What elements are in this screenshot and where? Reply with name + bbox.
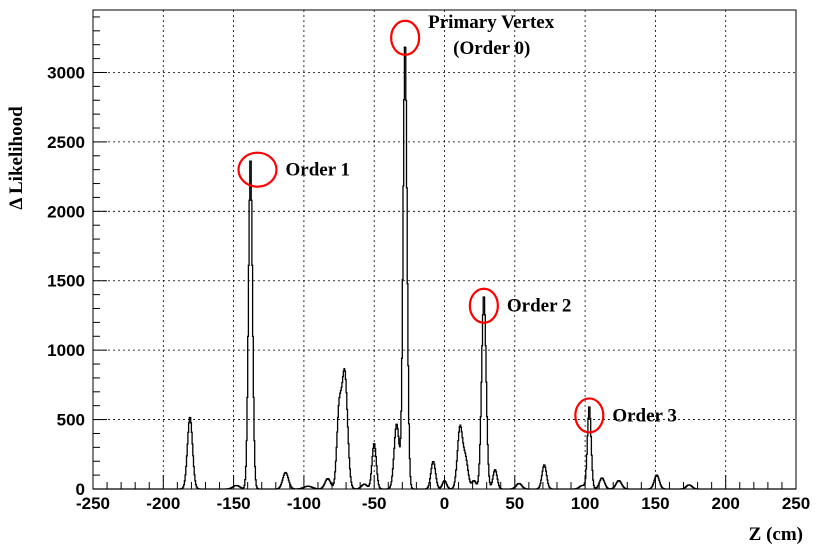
y-tick-label: 1500 — [47, 272, 85, 291]
annotation-label: Order 3 — [612, 405, 677, 426]
annotation-label: Order 2 — [507, 296, 572, 317]
y-tick-label: 0 — [76, 480, 85, 499]
annotation-label: Order 1 — [286, 160, 351, 181]
x-tick-label: 100 — [571, 494, 599, 513]
highlight-circle — [390, 19, 421, 56]
x-tick-label: -250 — [76, 494, 110, 513]
annotation-label: Primary Vertex — [428, 12, 555, 33]
x-axis-title: Z (cm) — [749, 524, 803, 545]
x-tick-label: 200 — [712, 494, 740, 513]
highlight-circle — [237, 151, 278, 188]
x-tick-label: -150 — [217, 494, 251, 513]
y-axis-title: Δ Likelihood — [6, 106, 27, 210]
x-tick-label: -50 — [362, 494, 387, 513]
tick-labels: -250 -200 -150 -100 -50 0 50 100 150 200 250050010… — [47, 63, 810, 513]
annotation-label: (Order 0) — [453, 38, 530, 59]
likelihood-curve — [93, 46, 796, 490]
highlight-circle — [574, 397, 605, 434]
x-tick-label: 150 — [641, 494, 669, 513]
x-tick-label: 250 — [782, 494, 810, 513]
axis-ticks — [92, 16, 797, 490]
y-tick-label: 2000 — [47, 202, 85, 221]
x-tick-label: -200 — [146, 494, 180, 513]
grid — [93, 10, 796, 489]
highlight-circle — [468, 287, 499, 324]
y-tick-label: 3000 — [47, 63, 85, 82]
x-tick-label: 50 — [505, 494, 524, 513]
y-tick-label: 2500 — [47, 133, 85, 152]
y-tick-label: 1000 — [47, 341, 85, 360]
x-tick-label: -100 — [287, 494, 321, 513]
y-tick-label: 500 — [57, 411, 85, 430]
annotations: Primary Vertex (Order 0) Order 1 Order 2 Ord… — [237, 12, 677, 434]
x-tick-label: 0 — [440, 494, 449, 513]
